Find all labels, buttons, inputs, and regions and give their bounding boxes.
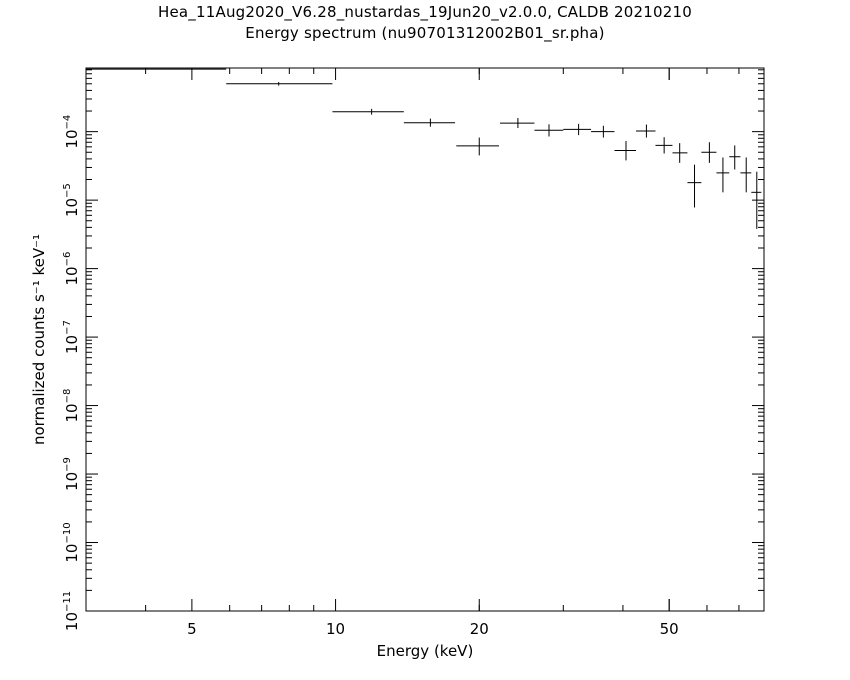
y-tick-label: 10−9 bbox=[62, 457, 81, 491]
data-point bbox=[701, 142, 717, 163]
data-point bbox=[716, 157, 730, 193]
plot-frame bbox=[85, 67, 765, 612]
data-point bbox=[740, 157, 752, 193]
y-tick-label: 10−11 bbox=[62, 591, 81, 631]
data-point bbox=[687, 164, 702, 208]
x-tick-label: 20 bbox=[470, 620, 489, 638]
y-tick-label: 10−8 bbox=[62, 389, 81, 423]
y-tick-label: 10−6 bbox=[62, 252, 81, 286]
data-point bbox=[563, 123, 592, 136]
y-tick-labels: 10−4 10−5 10−6 10−7 10−8 10−9 10−10 10−11 bbox=[62, 115, 81, 631]
data-point bbox=[403, 118, 456, 127]
data-point bbox=[534, 124, 564, 137]
y-tick-label: 10−5 bbox=[62, 183, 81, 217]
y-tick-label: 10−7 bbox=[62, 320, 81, 354]
x-tick-label: 5 bbox=[187, 620, 197, 638]
data-point bbox=[655, 137, 673, 154]
x-tick-label: 50 bbox=[660, 620, 679, 638]
data-point bbox=[729, 145, 741, 170]
data-point bbox=[672, 143, 688, 163]
data-point bbox=[635, 124, 656, 138]
x-tick-labels: 5 10 20 50 bbox=[187, 620, 679, 638]
data-points bbox=[86, 68, 762, 229]
data-point bbox=[456, 137, 500, 156]
data-point bbox=[332, 108, 404, 115]
data-point bbox=[499, 118, 535, 129]
data-point bbox=[751, 171, 762, 229]
x-axis-label: Energy (keV) bbox=[377, 642, 474, 660]
axis-ticks bbox=[85, 68, 764, 612]
chart-title: Hea_11Aug2020_V6.28_nustardas_19Jun20_v2… bbox=[158, 3, 692, 21]
y-tick-label: 10−10 bbox=[62, 522, 81, 562]
data-point bbox=[226, 82, 333, 86]
x-tick-label: 10 bbox=[326, 620, 345, 638]
data-point bbox=[591, 125, 615, 138]
y-axis-label: normalized counts s⁻¹ keV⁻¹ bbox=[30, 234, 48, 445]
y-tick-label: 10−4 bbox=[62, 115, 81, 149]
chart-subtitle: Energy spectrum (nu90701312002B01_sr.pha… bbox=[245, 24, 605, 42]
data-point bbox=[614, 141, 636, 161]
